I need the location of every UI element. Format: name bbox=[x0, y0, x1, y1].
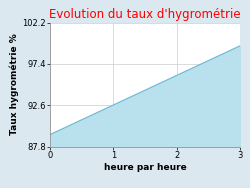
Title: Evolution du taux d'hygrométrie: Evolution du taux d'hygrométrie bbox=[49, 8, 241, 21]
Y-axis label: Taux hygrométrie %: Taux hygrométrie % bbox=[10, 34, 20, 136]
X-axis label: heure par heure: heure par heure bbox=[104, 163, 186, 172]
